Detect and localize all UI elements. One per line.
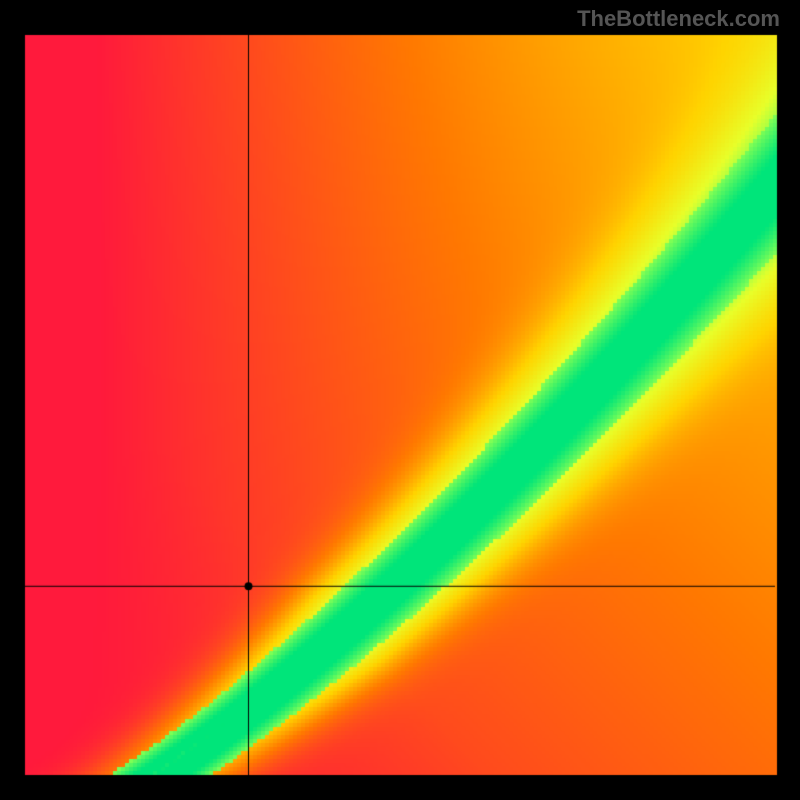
bottleneck-heatmap [0,0,800,800]
chart-container: TheBottleneck.com [0,0,800,800]
watermark-text: TheBottleneck.com [577,6,780,32]
